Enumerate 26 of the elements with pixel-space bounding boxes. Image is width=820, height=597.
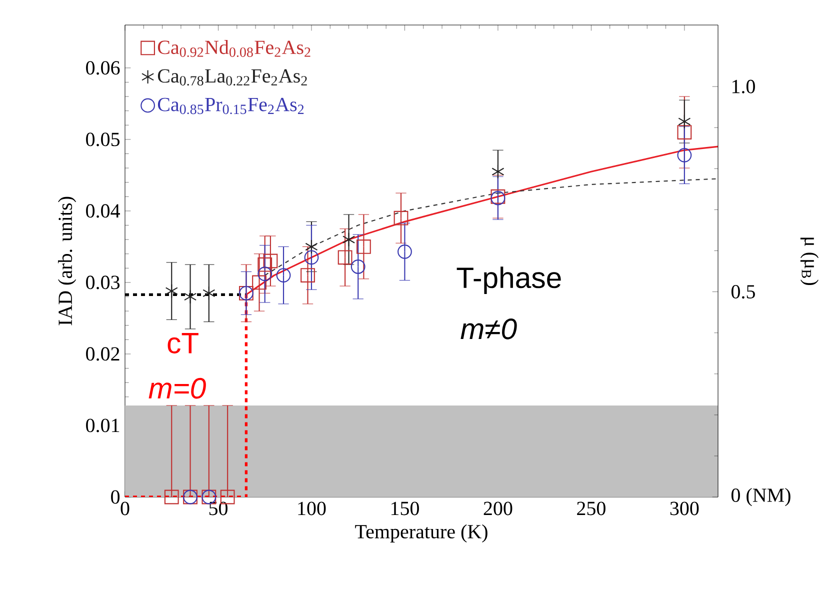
legend-label: Ca$_{0.92}$Nd$_{0.08}$Fe$_{2}$As$_{2}$ <box>158 40 310 57</box>
x-axis-title: Temperature (K) <box>355 524 488 543</box>
annotation: m=0 <box>148 378 206 399</box>
y2-tick-label: 1.0 <box>732 80 755 94</box>
legend-label: Ca$_{0.85}$Pr$_{0.15}$Fe$_{2}$As$_{2}$ <box>158 98 304 114</box>
annotation: cT <box>168 333 198 354</box>
x-tick-label: 150 <box>391 502 419 516</box>
x-tick-label: 0 <box>120 502 130 516</box>
y2-axis-title: μ (μ$_{B}$) <box>800 238 819 285</box>
legend-label: Ca$_{0.78}$La$_{0.22}$Fe$_{2}$As$_{2}$ <box>158 69 307 86</box>
x-tick-label: 300 <box>670 502 699 516</box>
y2-tick-label: 0.5 <box>731 284 755 299</box>
y-tick-label: 0 <box>111 490 120 504</box>
annotation: T-phase <box>456 266 561 294</box>
y-axis-title: IAD (arb. units) <box>58 196 76 326</box>
y-tick-label: 0.03 <box>86 276 120 290</box>
x-tick-label: 100 <box>298 502 326 516</box>
y-tick-label: 0.06 <box>86 61 120 75</box>
annotation: m≠0 <box>460 318 517 340</box>
y-tick-label: 0.04 <box>86 204 120 218</box>
y-tick-label: 0.01 <box>86 418 120 432</box>
y2-tick-label: 0 (NM) <box>731 488 790 506</box>
y-tick-label: 0.02 <box>86 347 120 361</box>
x-tick-label: 200 <box>484 502 512 516</box>
x-tick-label: 250 <box>577 502 606 516</box>
y-tick-label: 0.05 <box>86 132 120 146</box>
